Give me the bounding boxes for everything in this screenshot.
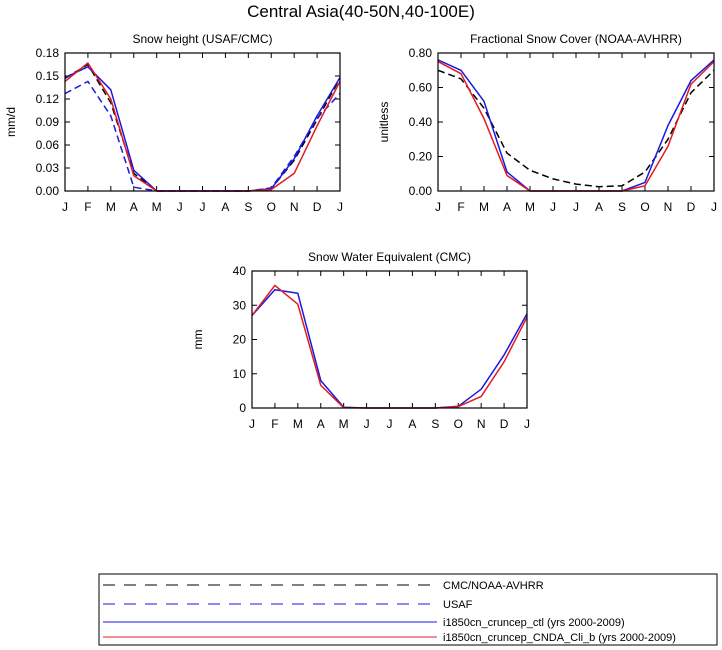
snow-height-frame — [64, 52, 341, 192]
fractional-snow-cover-xtick-label: F — [457, 200, 464, 214]
fractional-snow-cover-ytick-label: 0.00 — [409, 184, 433, 198]
fractional-snow-cover-xtick-label: J — [573, 200, 579, 214]
snow-height-xtick-label: O — [267, 200, 276, 214]
snow-height-ytick-label: 0.06 — [36, 138, 60, 152]
snow-water-equivalent-ytick-label: 40 — [233, 264, 247, 278]
fractional-snow-cover-xtick-label: N — [664, 200, 673, 214]
snow-water-equivalent-title: Snow Water Equivalent (CMC) — [308, 250, 471, 264]
snow-water-equivalent-xtick-label: D — [500, 417, 509, 431]
snow-height-series-obs2 — [64, 80, 341, 192]
legend-label-exp: i1850cn_cruncep_CNDA_Cli_b (yrs 2000-200… — [443, 632, 676, 644]
snow-water-equivalent-xtick-label: M — [293, 417, 303, 431]
snow-water-equivalent-xtick-label: A — [317, 417, 325, 431]
snow-water-equivalent-ytick-label: 10 — [233, 367, 247, 381]
snow-height-ytick-label: 0.18 — [36, 46, 60, 60]
snow-water-equivalent-xtick-label: J — [364, 417, 370, 431]
snow-height-xtick-label: M — [106, 200, 116, 214]
snow-height-xtick-label: D — [313, 200, 322, 214]
fractional-snow-cover-xtick-label: D — [687, 200, 696, 214]
snow-height-series-exp — [64, 62, 341, 192]
snow-height-xtick-label: J — [62, 200, 68, 214]
fractional-snow-cover-series-obs1 — [437, 69, 715, 188]
fractional-snow-cover-series-exp — [437, 60, 715, 192]
snow-water-equivalent-xtick-label: S — [431, 417, 439, 431]
snow-height-xtick-label: J — [177, 200, 183, 214]
fractional-snow-cover-xtick-label: J — [550, 200, 556, 214]
snow-height-ytick-label: 0.15 — [36, 69, 60, 83]
snow-water-equivalent-xtick-label: F — [271, 417, 278, 431]
fractional-snow-cover-series-ctl — [437, 59, 715, 192]
fractional-snow-cover-ytick-label: 0.60 — [409, 81, 433, 95]
snow-height-title: Snow height (USAF/CMC) — [132, 32, 272, 46]
snow-water-equivalent-xtick-label: A — [408, 417, 416, 431]
snow-water-equivalent-series-exp — [251, 284, 528, 409]
snow-height-ytick-label: 0.00 — [36, 184, 60, 198]
snow-water-equivalent-xtick-label: N — [477, 417, 486, 431]
panels: Snow height (USAF/CMC) mm/d 0.00 0.03 0.06 0.… — [4, 32, 717, 431]
snow-height-ylabel: mm/d — [4, 107, 18, 137]
fractional-snow-cover-xtick-label: A — [595, 200, 603, 214]
snow-height-xtick-label: A — [221, 200, 229, 214]
snow-height-xtick-label: N — [290, 200, 299, 214]
snow-water-equivalent-xtick-label: M — [339, 417, 349, 431]
snow-water-equivalent-xtick-label: O — [454, 417, 463, 431]
fractional-snow-cover-xtick-label: S — [618, 200, 626, 214]
fractional-snow-cover-xtick-label: O — [640, 200, 649, 214]
snow-height-xtick-label: F — [84, 200, 91, 214]
legend-box — [98, 573, 718, 646]
snow-water-equivalent-ytick-label: 0 — [239, 401, 246, 415]
snow-water-equivalent-xtick-label: J — [524, 417, 530, 431]
fractional-snow-cover-xtick-label: J — [711, 200, 717, 214]
snow-height-series-ctl — [64, 66, 341, 192]
fractional-snow-cover-xtick-label: A — [503, 200, 511, 214]
fractional-snow-cover-ytick-label: 0.40 — [409, 115, 433, 129]
fractional-snow-cover-xtick-label: M — [479, 200, 489, 214]
snow-water-equivalent-xtick-label: J — [387, 417, 393, 431]
legend: CMC/NOAA-AVHRR USAF i1850cn_cruncep_ctl (y… — [98, 573, 718, 646]
snow-water-equivalent-xtick-label: J — [249, 417, 255, 431]
snow-height-xtick-label: M — [152, 200, 162, 214]
snow-height-xtick-label: J — [200, 200, 206, 214]
snow-water-equivalent-ylabel: mm — [191, 330, 205, 350]
fractional-snow-cover-ytick-label: 0.80 — [409, 46, 433, 60]
fractional-snow-cover-ylabel: unitless — [377, 102, 391, 143]
fractional-snow-cover-frame — [437, 52, 715, 192]
snow-height-ytick-label: 0.03 — [36, 161, 60, 175]
snow-height-xtick-label: J — [337, 200, 343, 214]
snow-height-ytick-label: 0.12 — [36, 92, 60, 106]
snow-height-xtick-label: S — [244, 200, 252, 214]
fractional-snow-cover-xtick-label: M — [525, 200, 535, 214]
legend-label-obs1: CMC/NOAA-AVHRR — [443, 580, 544, 592]
snow-height-ytick-label: 0.09 — [36, 115, 60, 129]
snow-height-xtick-label: A — [130, 200, 138, 214]
snow-water-equivalent-frame — [251, 270, 528, 409]
fractional-snow-cover-panel: Fractional Snow Cover (NOAA-AVHRR) unitle… — [377, 32, 717, 214]
fractional-snow-cover-ytick-label: 0.20 — [409, 150, 433, 164]
legend-label-obs2: USAF — [443, 599, 473, 611]
figure-title: Central Asia(40-50N,40-100E) — [247, 2, 475, 21]
fractional-snow-cover-title: Fractional Snow Cover (NOAA-AVHRR) — [470, 32, 682, 46]
legend-label-ctl: i1850cn_cruncep_ctl (yrs 2000-2009) — [443, 617, 625, 629]
snow-water-equivalent-ytick-label: 20 — [233, 333, 247, 347]
snow-water-equivalent-ytick-label: 30 — [233, 298, 247, 312]
snow-water-equivalent-panel: Snow Water Equivalent (CMC) mm 0 10 20 30 40 J F… — [191, 250, 530, 431]
snow-height-panel: Snow height (USAF/CMC) mm/d 0.00 0.03 0.06 0.… — [4, 32, 343, 214]
snow-height-series-obs1 — [64, 63, 341, 192]
fractional-snow-cover-xtick-label: J — [435, 200, 441, 214]
